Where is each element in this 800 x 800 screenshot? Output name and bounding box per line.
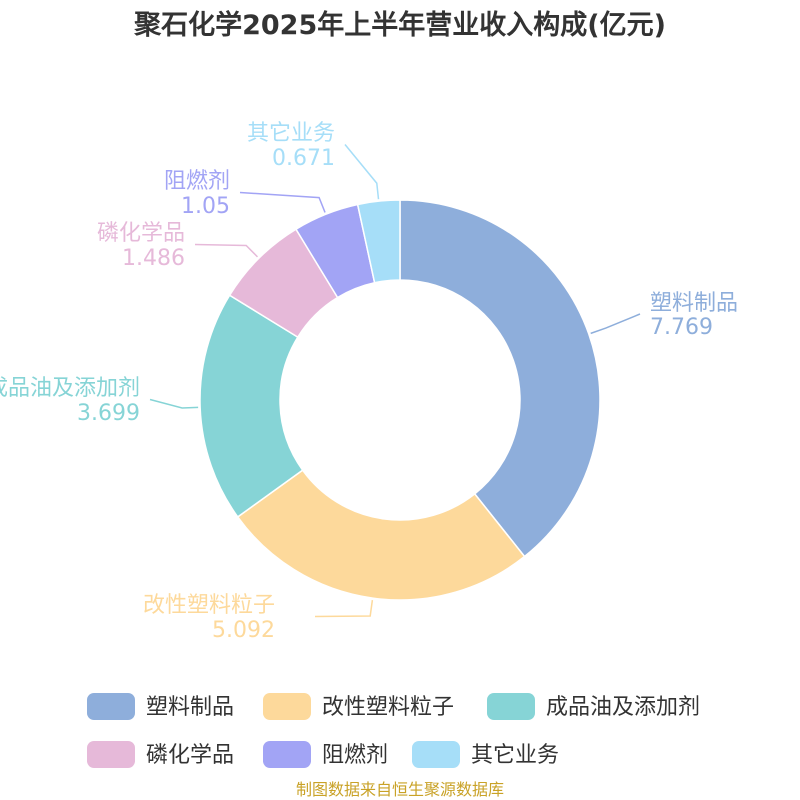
legend-label-2: 成品油及添加剂 — [546, 695, 700, 720]
legend-label-4: 阻燃剂 — [322, 743, 388, 768]
slice-label-name-4: 阻燃剂 — [164, 169, 230, 194]
slice-label-name-3: 磷化学品 — [97, 221, 185, 246]
leader-line-0 — [590, 313, 641, 335]
legend-swatch-1 — [263, 693, 311, 720]
leader-line-1 — [314, 600, 374, 618]
legend-swatch-5 — [412, 741, 460, 768]
slice-0 — [399, 199, 601, 558]
source-note: 制图数据来自恒生聚源数据库 — [296, 780, 504, 799]
slice-label-value-1: 5.092 — [212, 618, 275, 643]
slice-label-value-4: 1.05 — [181, 194, 230, 219]
legend-label-0: 塑料制品 — [146, 695, 234, 720]
slice-label-name-1: 改性塑料粒子 — [143, 593, 275, 618]
slice-label-value-3: 1.486 — [122, 246, 185, 271]
chart-title: 聚石化学2025年上半年营业收入构成(亿元) — [133, 9, 666, 41]
slice-5 — [356, 199, 401, 284]
legend-swatch-3 — [87, 741, 135, 768]
legend-label-5: 其它业务 — [471, 743, 559, 768]
slice-1 — [236, 469, 526, 601]
slice-label-name-0: 塑料制品 — [650, 291, 738, 316]
leader-line-5 — [344, 144, 380, 200]
slice-label-name-5: 其它业务 — [247, 121, 335, 146]
slice-label-value-2: 3.699 — [77, 401, 140, 426]
leader-line-2 — [149, 398, 199, 409]
legend-label-3: 磷化学品 — [146, 743, 234, 768]
legend-label-1: 改性塑料粒子 — [322, 695, 454, 720]
leader-line-3 — [194, 243, 259, 258]
slice-label-name-2: 成品油及添加剂 — [0, 376, 140, 401]
legend-swatch-2 — [487, 693, 535, 720]
slice-label-value-0: 7.769 — [650, 315, 713, 340]
leader-line-4 — [239, 191, 326, 213]
legend-swatch-4 — [263, 741, 311, 768]
legend-swatch-0 — [87, 693, 135, 720]
slice-label-value-5: 0.671 — [272, 146, 335, 171]
